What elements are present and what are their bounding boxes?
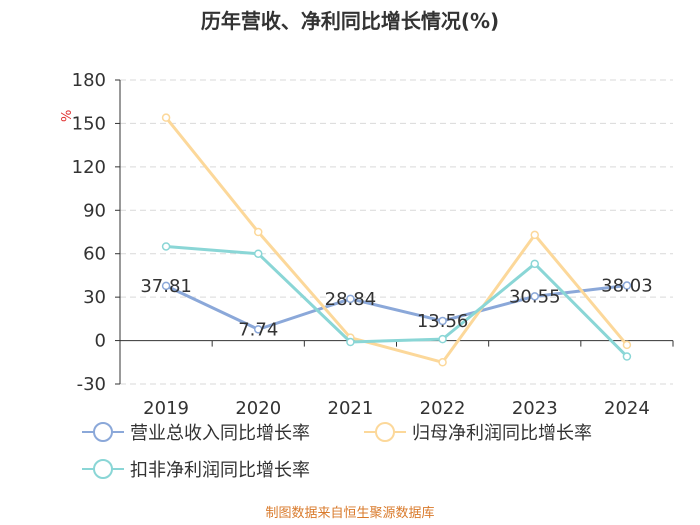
data-point — [161, 113, 171, 122]
x-tick-label: 2021 — [328, 398, 374, 419]
axes: -30 0 30 60 90 120 150 180 2019 2020 2021 2022 2023 2… — [72, 70, 674, 419]
y-tick-label: 60 — [83, 244, 106, 265]
legend-swatch-marker — [375, 422, 395, 442]
data-label: 28.84 — [325, 289, 377, 310]
y-tick-label: 30 — [83, 287, 106, 308]
data-point — [530, 259, 539, 269]
legend-item: 归母净利润同比增长率 — [364, 422, 592, 444]
chart-title: 历年营收、净利同比增长情况(%) — [201, 9, 499, 33]
data-point — [161, 242, 171, 251]
y-tick-label: 120 — [72, 157, 106, 178]
series-line — [165, 244, 628, 358]
data-point — [530, 292, 539, 301]
data-point — [622, 352, 632, 361]
legend-label: 营业总收入同比增长率 — [130, 423, 310, 444]
legend-swatch-marker — [93, 422, 113, 442]
legend-swatch-marker — [93, 459, 113, 479]
data-point — [254, 325, 263, 334]
series-line — [165, 284, 628, 331]
y-tick-label: 90 — [83, 200, 106, 221]
data-point — [161, 281, 171, 291]
data-label: 30.55 — [509, 286, 561, 307]
series-lines — [161, 113, 632, 367]
data-point — [530, 230, 539, 240]
data-label: 38.03 — [601, 276, 653, 297]
y-tick-label: -30 — [77, 374, 106, 395]
x-tick-label: 2019 — [143, 398, 189, 419]
y-tick-label: 180 — [72, 70, 106, 91]
data-label: 13.56 — [417, 311, 469, 332]
data-point — [438, 358, 447, 367]
legend-label: 扣非净利润同比增长率 — [130, 460, 310, 481]
legend-item: 扣非净利润同比增长率 — [82, 459, 310, 481]
y-tick-label: 0 — [95, 331, 106, 352]
data-point — [622, 281, 632, 290]
x-tick-label: 2020 — [235, 398, 281, 419]
data-label: 37.81 — [140, 276, 192, 297]
y-axis-unit: % — [60, 110, 75, 122]
series-line — [164, 116, 629, 364]
data-point — [254, 227, 263, 237]
legend-item: 营业总收入同比增长率 — [82, 422, 310, 444]
gridlines — [120, 79, 673, 385]
data-point — [346, 294, 355, 304]
data-label: 7.74 — [238, 319, 278, 340]
x-tick-label: 2023 — [512, 398, 558, 419]
source-note: 制图数据来自恒生聚源数据库 — [265, 505, 434, 521]
data-point — [346, 337, 355, 347]
x-tick-label: 2024 — [604, 398, 650, 419]
legend-label: 归母净利润同比增长率 — [412, 423, 592, 444]
data-point — [622, 340, 632, 350]
y-tick-label: 150 — [72, 113, 106, 134]
data-point — [438, 316, 447, 326]
data-point — [438, 334, 447, 344]
data-labels: 37.81 7.74 28.84 13.56 30.55 38.03 — [140, 276, 652, 341]
x-tick-label: 2022 — [420, 398, 466, 419]
data-point — [254, 249, 263, 258]
